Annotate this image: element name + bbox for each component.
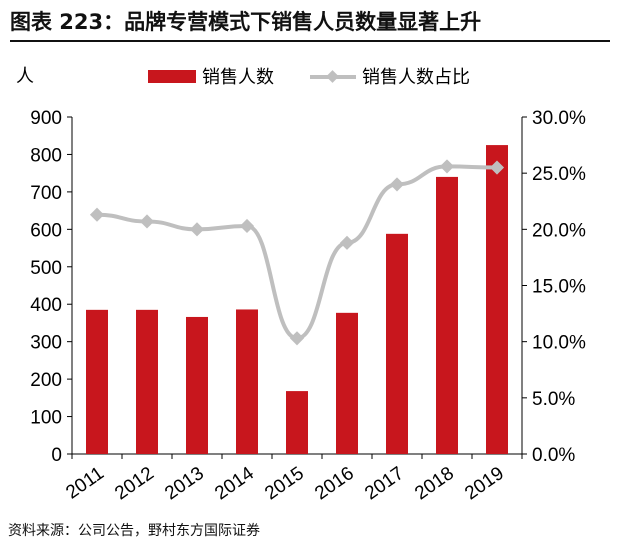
left-tick-label: 700 [30, 183, 62, 204]
bar-2013 [186, 316, 208, 454]
right-tick-label: 30.0% [532, 108, 586, 129]
left-tick-label: 600 [30, 220, 62, 241]
left-tick-label: 0 [51, 445, 62, 466]
bar-2015 [286, 391, 308, 454]
bar-2012 [136, 309, 158, 454]
bar-2016 [336, 312, 358, 454]
x-tick-label: 2015 [261, 463, 308, 504]
source-note: 资料来源：公司公告，野村东方国际证券 [8, 523, 260, 539]
x-tick-label: 2013 [161, 463, 208, 504]
bar-2018 [436, 176, 458, 454]
x-tick-label: 2017 [361, 463, 408, 504]
x-tick-label: 2018 [411, 463, 458, 504]
x-tick-label: 2014 [211, 463, 258, 505]
left-tick-label: 900 [30, 108, 62, 129]
bar-2011 [86, 309, 108, 454]
x-tick-label: 2016 [311, 463, 358, 504]
bar-2014 [236, 309, 258, 454]
line-point-2013 [189, 222, 205, 237]
chart: 0 100 200 300 400 500 600 700 800 900 0.0% 5.0% 10.0… [16, 66, 586, 505]
x-tick-label: 2011 [62, 463, 108, 504]
left-tick-label: 800 [30, 145, 62, 166]
chart-title: 图表 223：品牌专营模式下销售人员数量显著上升 [10, 10, 482, 34]
left-tick-label: 300 [30, 333, 62, 354]
line-point-2018 [439, 159, 455, 174]
left-tick-label: 400 [30, 295, 62, 316]
line-point-2019 [489, 160, 505, 175]
x-tick-label: 2012 [111, 463, 158, 504]
left-axis-unit: 人 [16, 66, 34, 87]
x-tick-label: 2019 [461, 463, 508, 504]
line-point-2012 [139, 214, 155, 229]
line-point-2014 [239, 218, 255, 234]
legend-marker-line [326, 70, 339, 83]
right-tick-label: 25.0% [532, 164, 586, 185]
legend-label-bar: 销售人数 [202, 67, 274, 88]
right-tick-label: 5.0% [532, 389, 575, 410]
line-point-2015 [289, 331, 305, 346]
bar-2019 [486, 145, 508, 455]
left-tick-label: 200 [30, 370, 62, 391]
left-tick-label: 500 [30, 258, 62, 279]
line-point-2016 [339, 235, 355, 250]
right-tick-label: 20.0% [532, 220, 586, 241]
legend-label-line: 销售人数占比 [362, 67, 470, 88]
bar-2017 [386, 233, 408, 454]
right-tick-label: 10.0% [532, 333, 586, 354]
left-tick-label: 100 [30, 408, 62, 429]
right-tick-label: 0.0% [532, 445, 575, 466]
line-point-2011 [89, 207, 105, 222]
line-point-2017 [389, 177, 405, 192]
right-tick-label: 15.0% [532, 277, 586, 298]
title-rule [10, 40, 610, 42]
legend-swatch-bar [148, 70, 196, 83]
